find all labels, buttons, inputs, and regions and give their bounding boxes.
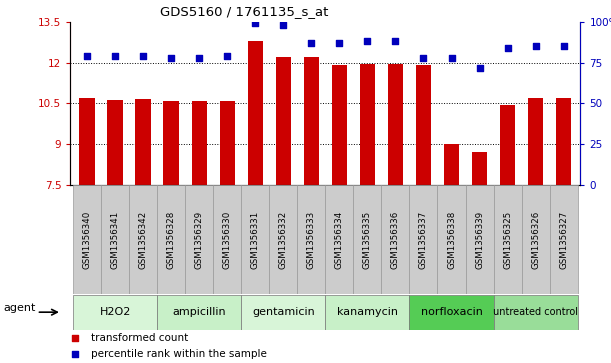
Bar (219, 101, 235, 185)
Bar (191, 101, 207, 185)
Bar (241, 185, 269, 294)
Point (82, 53, 92, 59)
Point (138, 53, 148, 59)
Point (307, 40, 316, 46)
Bar (73, 295, 157, 330)
Bar (241, 295, 325, 330)
Bar (298, 185, 325, 294)
Text: H2O2: H2O2 (100, 307, 131, 317)
Text: GSM1356340: GSM1356340 (82, 211, 92, 269)
Bar (325, 295, 409, 330)
Bar (522, 185, 550, 294)
Point (334, 40, 344, 46)
Text: GSM1356325: GSM1356325 (503, 211, 512, 269)
Bar (528, 98, 543, 185)
Point (503, 45, 513, 51)
Point (419, 55, 428, 61)
Bar (353, 185, 381, 294)
Text: agent: agent (4, 303, 36, 313)
Bar (247, 41, 263, 185)
Text: GSM1356342: GSM1356342 (139, 211, 148, 269)
Point (194, 55, 204, 61)
Text: norfloxacin: norfloxacin (420, 307, 483, 317)
Point (362, 38, 372, 44)
Point (166, 55, 176, 61)
Bar (472, 152, 487, 185)
Point (70, 351, 80, 356)
Text: GSM1356326: GSM1356326 (531, 211, 540, 269)
Bar (550, 185, 577, 294)
Bar (381, 185, 409, 294)
Bar (388, 64, 403, 185)
Point (390, 38, 400, 44)
Point (531, 44, 541, 49)
Bar (360, 64, 375, 185)
Text: GSM1356341: GSM1356341 (111, 211, 120, 269)
Bar (332, 65, 347, 185)
Text: percentile rank within the sample: percentile rank within the sample (90, 348, 266, 359)
Text: GSM1356333: GSM1356333 (307, 211, 316, 269)
Bar (466, 185, 494, 294)
Point (70, 335, 80, 340)
Text: GSM1356339: GSM1356339 (475, 211, 484, 269)
Text: GSM1356329: GSM1356329 (195, 211, 203, 269)
Text: GSM1356335: GSM1356335 (363, 211, 372, 269)
Text: GSM1356327: GSM1356327 (559, 211, 568, 269)
Text: transformed count: transformed count (90, 333, 188, 343)
Bar (500, 105, 515, 185)
Bar (108, 100, 123, 185)
Bar (73, 185, 101, 294)
Bar (164, 101, 179, 185)
Point (110, 53, 120, 59)
Bar (185, 185, 213, 294)
Text: untreated control: untreated control (493, 307, 578, 317)
Point (251, 20, 260, 26)
Point (558, 44, 568, 49)
Point (279, 22, 288, 28)
Text: kanamycin: kanamycin (337, 307, 398, 317)
Bar (556, 98, 571, 185)
Text: GSM1356328: GSM1356328 (167, 211, 176, 269)
Text: GSM1356334: GSM1356334 (335, 211, 344, 269)
Bar (136, 99, 151, 185)
Text: GSM1356337: GSM1356337 (419, 211, 428, 269)
Bar (269, 185, 298, 294)
Bar (129, 185, 157, 294)
Bar (304, 57, 319, 185)
Text: gentamicin: gentamicin (252, 307, 315, 317)
Text: GSM1356331: GSM1356331 (251, 211, 260, 269)
Bar (494, 295, 577, 330)
Text: GDS5160 / 1761135_s_at: GDS5160 / 1761135_s_at (160, 5, 329, 19)
Bar (276, 57, 291, 185)
Bar (409, 185, 437, 294)
Bar (325, 185, 353, 294)
Bar (101, 185, 129, 294)
Bar (444, 144, 459, 185)
Point (447, 55, 456, 61)
Bar (409, 295, 494, 330)
Bar (213, 185, 241, 294)
Text: GSM1356336: GSM1356336 (391, 211, 400, 269)
Point (475, 65, 485, 70)
Text: GSM1356330: GSM1356330 (223, 211, 232, 269)
Bar (157, 185, 185, 294)
Bar (437, 185, 466, 294)
Text: GSM1356332: GSM1356332 (279, 211, 288, 269)
Point (222, 53, 232, 59)
Text: ampicillin: ampicillin (172, 307, 226, 317)
Bar (494, 185, 522, 294)
Bar (415, 65, 431, 185)
Bar (157, 295, 241, 330)
Bar (79, 98, 95, 185)
Text: GSM1356338: GSM1356338 (447, 211, 456, 269)
